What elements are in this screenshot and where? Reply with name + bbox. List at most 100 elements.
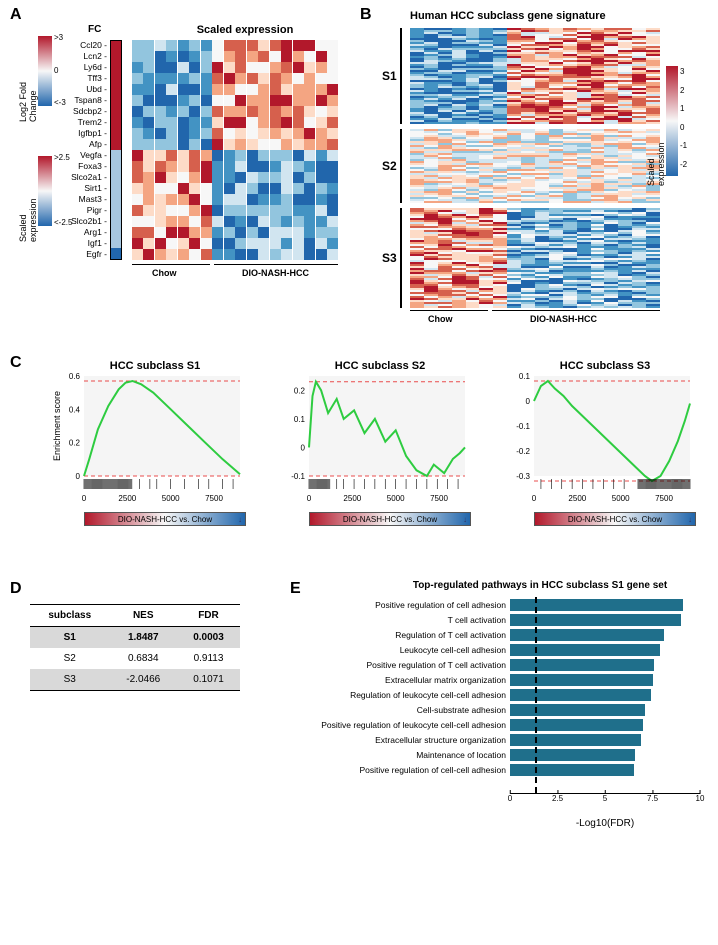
bar xyxy=(510,674,653,686)
panel-b-legend: 3210-1-2 Scaled expression xyxy=(666,66,704,176)
gsea-title: HCC subclass S1 xyxy=(50,360,260,372)
bar-label: Positive regulation of T cell activation xyxy=(290,660,510,670)
bar-label: Regulation of leukocyte cell-cell adhesi… xyxy=(290,690,510,700)
bar-row: Leukocyte cell-cell adhesion xyxy=(290,642,710,657)
svg-text:0: 0 xyxy=(76,472,81,481)
svg-text:0: 0 xyxy=(532,494,537,503)
gene-label: Igf1 - xyxy=(65,238,107,249)
rank-gradient: ↑DIO-NASH-HCC vs. Chow↓ xyxy=(534,512,696,526)
rank-gradient: ↑DIO-NASH-HCC vs. Chow↓ xyxy=(309,512,471,526)
svg-text:-0.3: -0.3 xyxy=(516,472,530,481)
svg-text:5000: 5000 xyxy=(612,494,630,503)
bar-row: Extracellular structure organization xyxy=(290,732,710,747)
bar-row: T cell activation xyxy=(290,612,710,627)
bar-label: Maintenance of location xyxy=(290,750,510,760)
subclass-label: S1 xyxy=(382,69,397,83)
svg-text:0: 0 xyxy=(526,397,531,406)
svg-text:2500: 2500 xyxy=(568,494,586,503)
panel-e-title: Top-regulated pathways in HCC subclass S… xyxy=(370,580,710,591)
gene-label: Tspan8 - xyxy=(65,95,107,106)
svg-text:0: 0 xyxy=(82,494,87,503)
bar xyxy=(510,704,645,716)
panel-a-legends: Log2 Fold Change >3 0 <-3 Scaled express… xyxy=(10,36,66,266)
gene-label: Arg1 - xyxy=(65,227,107,238)
svg-text:0.2: 0.2 xyxy=(294,386,306,395)
bar xyxy=(510,689,651,701)
heatmap-b: S1S2S3 xyxy=(410,28,660,308)
bar-label: Cell-substrate adhesion xyxy=(290,705,510,715)
svg-text:7500: 7500 xyxy=(655,494,673,503)
xaxis-dio: DIO-NASH-HCC xyxy=(242,268,309,278)
subclass-label: S3 xyxy=(382,251,397,265)
panel-a-label: A xyxy=(10,6,22,24)
heatmap-a xyxy=(132,40,338,260)
bar xyxy=(510,749,635,761)
bar-label: Leukocyte cell-cell adhesion xyxy=(290,645,510,655)
bar-row: Positive regulation of T cell activation xyxy=(290,657,710,672)
gene-label: Afp - xyxy=(65,139,107,150)
x-axis: 02.557.510 xyxy=(510,793,700,811)
bar-row: Regulation of leukocyte cell-cell adhesi… xyxy=(290,687,710,702)
svg-text:Enrichment score: Enrichment score xyxy=(52,391,62,461)
svg-text:-0.1: -0.1 xyxy=(291,472,305,481)
bar-row: Extracellular matrix organization xyxy=(290,672,710,687)
svg-text:0.4: 0.4 xyxy=(69,405,81,414)
fc-column xyxy=(110,40,122,260)
legend-fc-bar xyxy=(38,36,52,106)
bar-label: Extracellular structure organization xyxy=(290,735,510,745)
bar xyxy=(510,734,641,746)
panel-d-label: D xyxy=(10,580,22,598)
svg-text:7500: 7500 xyxy=(430,494,448,503)
gene-label: Ubd - xyxy=(65,84,107,95)
gene-label: Vegfa - xyxy=(65,150,107,161)
subclass-label: S2 xyxy=(382,159,397,173)
gene-label: Pigr - xyxy=(65,205,107,216)
threshold-line xyxy=(535,597,537,793)
svg-text:5000: 5000 xyxy=(387,494,405,503)
bar-label: Positive regulation of cell adhesion xyxy=(290,600,510,610)
svg-text:0: 0 xyxy=(307,494,312,503)
gsea-plot: -0.100.10.20250050007500 xyxy=(275,372,485,510)
gene-label: Ccl20 - xyxy=(65,40,107,51)
legend-se-title: Scaled expression xyxy=(18,194,38,242)
gsea-title: HCC subclass S3 xyxy=(500,360,710,372)
svg-text:-0.1: -0.1 xyxy=(516,422,530,431)
legend-fc-top: >3 xyxy=(54,33,63,42)
bar-row: Maintenance of location xyxy=(290,747,710,762)
bar-row: Positive regulation of cell-cell adhesio… xyxy=(290,762,710,777)
svg-text:0.1: 0.1 xyxy=(294,415,306,424)
table-row: S20.68340.9113 xyxy=(30,648,240,669)
gene-label: Igfbp1 - xyxy=(65,128,107,139)
gene-label: Lcn2 - xyxy=(65,51,107,62)
gene-label: Trem2 - xyxy=(65,117,107,128)
gene-label: Foxa3 - xyxy=(65,161,107,172)
gene-labels: Ccl20 -Lcn2 -Ly6d -Tff3 -Ubd -Tspan8 -Sd… xyxy=(65,40,107,260)
b-xaxis-dio: DIO-NASH-HCC xyxy=(530,314,597,324)
gene-label: Tff3 - xyxy=(65,73,107,84)
svg-text:0.2: 0.2 xyxy=(69,439,81,448)
table-row: S3-2.04660.1071 xyxy=(30,669,240,691)
svg-text:7500: 7500 xyxy=(205,494,223,503)
fc-header: FC xyxy=(88,24,101,35)
gene-label: Sdcbp2 - xyxy=(65,106,107,117)
bar-label: Regulation of T cell activation xyxy=(290,630,510,640)
gene-label: Sirt1 - xyxy=(65,183,107,194)
svg-text:0: 0 xyxy=(301,443,306,452)
bar-chart: Positive regulation of cell adhesion T ce… xyxy=(290,597,710,807)
gene-label: Ly6d - xyxy=(65,62,107,73)
bar xyxy=(510,644,660,656)
legend-fc-title: Log2 Fold Change xyxy=(18,74,38,122)
legend-fc-mid: 0 xyxy=(54,66,58,75)
panel-a-xaxis: Chow DIO-NASH-HCC xyxy=(132,266,338,286)
table-row: S11.84870.0003 xyxy=(30,627,240,649)
svg-text:2500: 2500 xyxy=(118,494,136,503)
table-header: FDR xyxy=(177,605,240,627)
gsea-plot: -0.3-0.2-0.100.10250050007500 xyxy=(500,372,710,510)
panel-b-title: Human HCC subclass gene signature xyxy=(410,10,606,22)
panel-b-label: B xyxy=(360,6,372,24)
panel-c-label: C xyxy=(10,354,22,372)
gene-label: Egfr - xyxy=(65,249,107,260)
xaxis-chow: Chow xyxy=(152,268,177,278)
gsea-title: HCC subclass S2 xyxy=(275,360,485,372)
se-header: Scaled expression xyxy=(160,24,330,36)
